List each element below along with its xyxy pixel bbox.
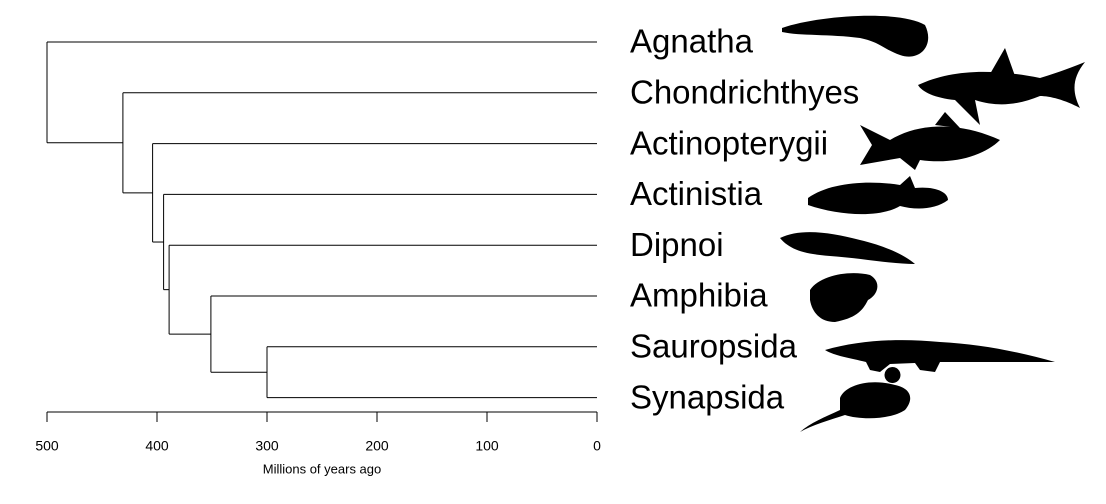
leaf-label: Agnatha bbox=[630, 23, 754, 60]
frog-icon bbox=[810, 273, 878, 322]
leaf-label: Synapsida bbox=[630, 378, 785, 415]
crocodile-icon bbox=[825, 340, 1055, 372]
mouse-icon bbox=[800, 367, 911, 432]
x-axis-label: Millions of years ago bbox=[263, 461, 382, 476]
leaf-label: Actinopterygii bbox=[630, 124, 828, 161]
lungfish-icon bbox=[780, 232, 915, 264]
coelacanth-icon bbox=[808, 176, 948, 215]
x-tick-label: 400 bbox=[145, 438, 169, 454]
leaf-label: Amphibia bbox=[630, 277, 768, 314]
shark-icon bbox=[918, 48, 1085, 125]
x-tick-label: 500 bbox=[35, 438, 59, 454]
lamprey-icon bbox=[782, 15, 929, 57]
x-tick-label: 200 bbox=[365, 438, 389, 454]
silhouettes bbox=[780, 15, 1085, 432]
x-tick-label: 100 bbox=[475, 438, 499, 454]
leaf-label: Actinistia bbox=[630, 175, 763, 212]
leaf-label: Sauropsida bbox=[630, 328, 798, 365]
x-tick-label: 300 bbox=[255, 438, 279, 454]
leaf-label: Chondrichthyes bbox=[630, 74, 859, 111]
fish-icon bbox=[860, 112, 1000, 170]
leaf-label: Dipnoi bbox=[630, 226, 724, 263]
x-tick-label: 0 bbox=[593, 438, 601, 454]
